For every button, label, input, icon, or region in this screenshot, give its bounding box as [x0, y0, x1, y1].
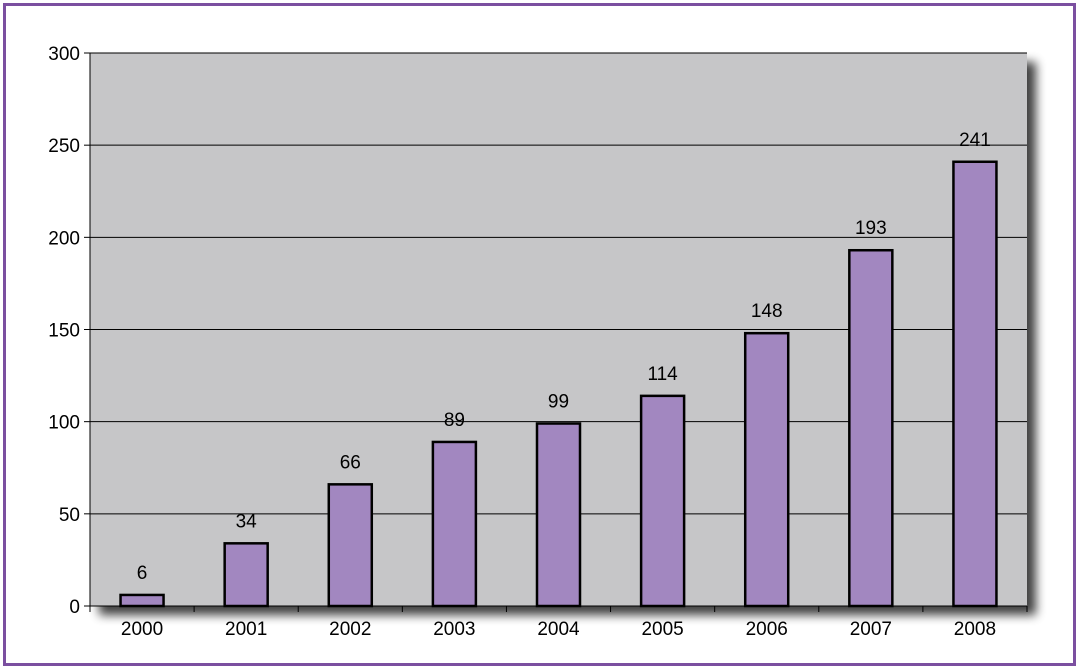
- bar-2004: [535, 422, 582, 608]
- y-tick-label: 150: [48, 321, 80, 342]
- bar-2003: [431, 440, 478, 608]
- data-label-2004: 99: [548, 392, 569, 413]
- bar-2007: [848, 248, 894, 608]
- labels: 6 2000 34 2001 66 2002 89 2003 99 2004 114 2005 148 2…: [121, 130, 996, 640]
- x-tick-label-2002: 2002: [329, 619, 371, 640]
- y-tick-label: 200: [48, 228, 80, 249]
- data-label-2003: 89: [444, 410, 465, 431]
- data-label-2002: 66: [340, 452, 361, 473]
- x-tick-label-2008: 2008: [954, 619, 996, 640]
- data-label-2006: 148: [751, 301, 783, 322]
- data-label-2005: 114: [647, 364, 678, 385]
- y-tick-label: 300: [48, 44, 80, 65]
- data-label-2001: 34: [236, 511, 258, 532]
- bars: [119, 160, 998, 608]
- y-tick-label: 0: [69, 597, 80, 618]
- bar-2006: [743, 331, 790, 608]
- data-label-2008: 241: [959, 130, 991, 151]
- y-tick-label: 100: [48, 413, 80, 434]
- bar-2002: [327, 483, 374, 608]
- x-tick-label-2005: 2005: [641, 619, 683, 640]
- x-tick-label-2004: 2004: [537, 619, 580, 640]
- x-tick-label-2000: 2000: [121, 619, 163, 640]
- x-tick-label-2001: 2001: [225, 619, 267, 640]
- bar-2001: [223, 542, 269, 608]
- x-tick-label-2003: 2003: [433, 619, 475, 640]
- y-tick-label: 250: [48, 136, 80, 157]
- bar-2008: [952, 160, 998, 608]
- data-label-2007: 193: [855, 218, 887, 239]
- bar-2000: [119, 593, 165, 608]
- x-tick-label-2007: 2007: [850, 619, 892, 640]
- data-label-2000: 6: [137, 563, 148, 584]
- x-tick-label-2006: 2006: [746, 619, 788, 640]
- y-tick-label: 50: [59, 505, 80, 526]
- bar-2005: [639, 394, 686, 608]
